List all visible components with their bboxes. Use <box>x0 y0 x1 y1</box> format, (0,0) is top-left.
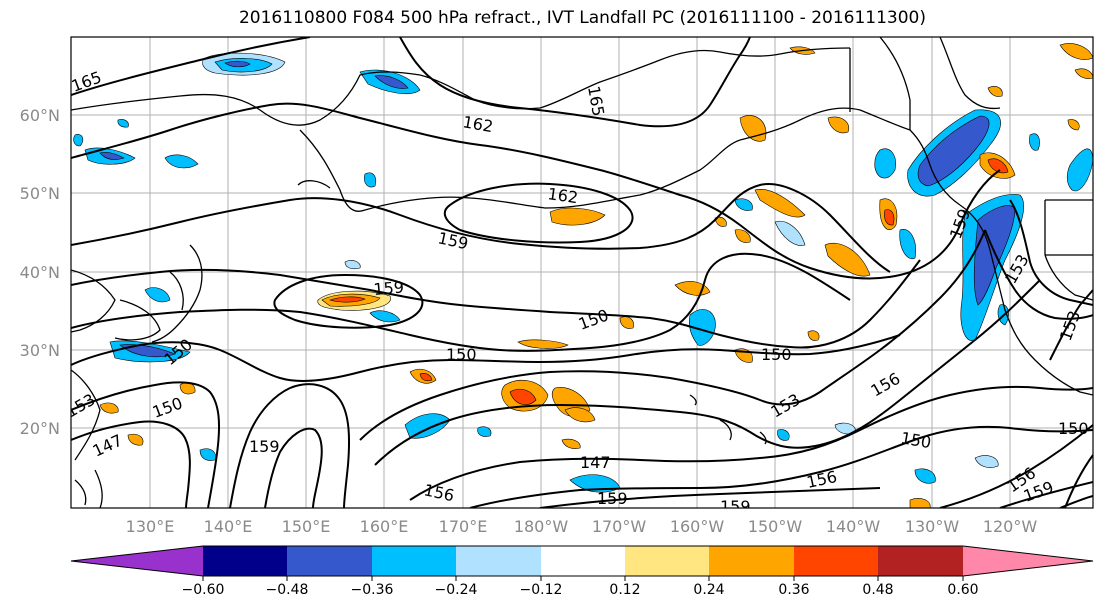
colorbar-cell <box>287 546 372 576</box>
lon-label: 140°E <box>204 517 253 536</box>
lon-label: 160°W <box>670 517 725 536</box>
colorbar-cell <box>709 546 794 576</box>
lat-label: 50°N <box>20 184 60 203</box>
colorbar: −0.60 −0.48 −0.36 −0.24 −0.12 0.12 0.24 … <box>70 545 1094 598</box>
colorbar-label: 0.12 <box>609 582 640 598</box>
map-title: 2016110800 F084 500 hPa refract., IVT La… <box>238 8 926 28</box>
lon-label: 160°E <box>360 517 409 536</box>
colorbar-cell <box>372 546 456 576</box>
lat-label: 40°N <box>20 263 60 282</box>
contour-label: 159 <box>249 437 280 456</box>
colorbar-cell <box>456 546 541 576</box>
colorbar-label: −0.24 <box>435 582 478 598</box>
lat-label: 20°N <box>20 419 60 438</box>
contour-label: 162 <box>546 184 579 207</box>
map-panel: 165 162 162 159 159 150 150 150 153 156 … <box>71 37 1093 516</box>
map-frame <box>70 36 1094 509</box>
colorbar-cell <box>625 546 709 576</box>
colorbar-cell <box>203 546 287 576</box>
lon-label: 180°W <box>514 517 569 536</box>
lon-label: 120°W <box>983 517 1038 536</box>
colorbar-label: 0.60 <box>947 582 978 598</box>
filled-contours <box>73 43 1093 508</box>
contour-label: 159 <box>720 497 751 516</box>
colorbar-label: 0.24 <box>693 582 724 598</box>
colorbar-ticks <box>202 576 964 581</box>
lon-label: 170°W <box>592 517 647 536</box>
contour-label: 150 <box>761 345 792 364</box>
contour-label: 150 <box>1058 419 1089 438</box>
colorbar-extend-high <box>963 546 1093 576</box>
contour-label: 150 <box>446 345 477 364</box>
contour-label: 159 <box>597 489 628 508</box>
colorbar-label: 0.48 <box>862 582 893 598</box>
lon-label: 150°W <box>748 517 803 536</box>
colorbar-labels: −0.60 −0.48 −0.36 −0.24 −0.12 0.12 0.24 … <box>182 582 979 598</box>
colorbar-cell <box>541 546 625 576</box>
colorbar-label: 0.36 <box>778 582 809 598</box>
lat-label: 60°N <box>20 106 60 125</box>
lon-label: 170°E <box>439 517 488 536</box>
lon-label: 140°W <box>826 517 881 536</box>
contour-label: 147 <box>580 453 611 472</box>
colorbar-cell <box>878 546 963 576</box>
lon-label: 130°W <box>905 517 960 536</box>
colorbar-label: −0.60 <box>182 582 225 598</box>
longitude-labels: 130°E 140°E 150°E 160°E 170°E 180°W 170°… <box>126 517 1038 536</box>
coastlines <box>71 37 1093 508</box>
latitude-labels: 60°N 50°N 40°N 30°N 20°N <box>20 106 60 438</box>
colorbar-label: −0.12 <box>520 582 563 598</box>
colorbar-cell <box>794 546 878 576</box>
colorbar-label: −0.36 <box>351 582 394 598</box>
lat-label: 30°N <box>20 341 60 360</box>
colorbar-label: −0.48 <box>266 582 309 598</box>
colorbar-cells <box>71 546 1093 576</box>
colorbar-extend-low <box>71 546 203 576</box>
contour-label: 159 <box>373 277 405 299</box>
contour-lines <box>71 37 1093 508</box>
lon-label: 130°E <box>126 517 175 536</box>
lon-label: 150°E <box>282 517 331 536</box>
